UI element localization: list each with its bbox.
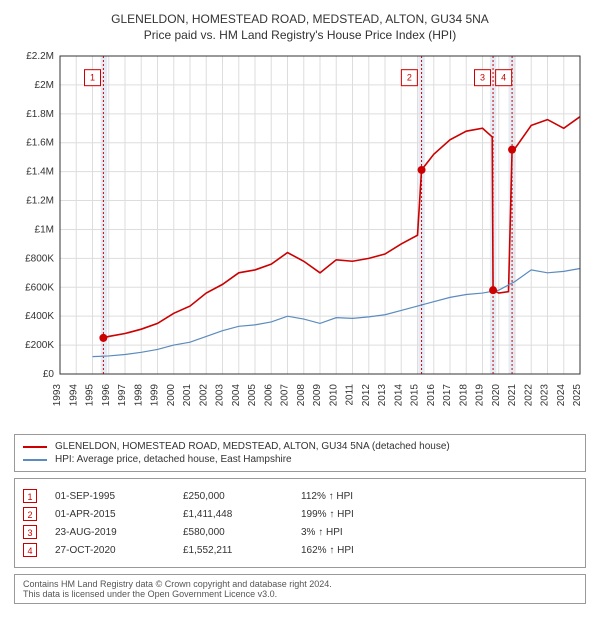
event-hpi: 3% ↑ HPI — [301, 527, 421, 538]
svg-text:2006: 2006 — [263, 384, 274, 407]
svg-text:£1.6M: £1.6M — [26, 138, 54, 149]
svg-text:£2.2M: £2.2M — [26, 51, 54, 62]
event-number: 2 — [23, 507, 37, 521]
svg-text:£1.2M: £1.2M — [26, 196, 54, 207]
svg-text:2016: 2016 — [426, 384, 437, 407]
svg-text:1993: 1993 — [52, 384, 63, 407]
svg-text:2003: 2003 — [215, 384, 226, 407]
svg-text:£0: £0 — [43, 369, 55, 380]
svg-text:£1.4M: £1.4M — [26, 167, 54, 178]
svg-text:1: 1 — [90, 73, 95, 83]
legend-item: GLENELDON, HOMESTEAD ROAD, MEDSTEAD, ALT… — [23, 441, 577, 452]
legend-swatch — [23, 446, 47, 448]
svg-text:2017: 2017 — [442, 384, 453, 407]
svg-text:2004: 2004 — [231, 384, 242, 407]
svg-text:2022: 2022 — [523, 384, 534, 407]
svg-text:2023: 2023 — [540, 384, 551, 407]
svg-text:2020: 2020 — [491, 384, 502, 407]
event-row: 2 01-APR-2015 £1,411,448 199% ↑ HPI — [23, 507, 577, 521]
event-date: 27-OCT-2020 — [55, 545, 165, 556]
svg-text:2021: 2021 — [507, 384, 518, 407]
svg-text:£1.8M: £1.8M — [26, 109, 54, 120]
footer-line2: This data is licensed under the Open Gov… — [23, 589, 577, 599]
svg-text:2008: 2008 — [296, 384, 307, 407]
svg-text:2012: 2012 — [361, 384, 372, 407]
svg-text:1997: 1997 — [117, 384, 128, 407]
event-date: 23-AUG-2019 — [55, 527, 165, 538]
svg-text:2013: 2013 — [377, 384, 388, 407]
svg-text:2001: 2001 — [182, 384, 193, 407]
svg-text:2024: 2024 — [556, 384, 567, 407]
svg-text:£2M: £2M — [35, 80, 54, 91]
svg-text:2014: 2014 — [393, 384, 404, 407]
svg-text:2010: 2010 — [328, 384, 339, 407]
svg-text:£1M: £1M — [35, 224, 54, 235]
events-table: 1 01-SEP-1995 £250,000 112% ↑ HPI 2 01-APR-20… — [14, 478, 586, 568]
event-row: 4 27-OCT-2020 £1,552,211 162% ↑ HPI — [23, 543, 577, 557]
svg-text:1994: 1994 — [68, 384, 79, 407]
event-date: 01-APR-2015 — [55, 509, 165, 520]
legend-item: HPI: Average price, detached house, East… — [23, 454, 577, 465]
event-price: £1,552,211 — [183, 545, 283, 556]
svg-text:2000: 2000 — [166, 384, 177, 407]
svg-text:2002: 2002 — [198, 384, 209, 407]
event-number: 1 — [23, 489, 37, 503]
svg-text:3: 3 — [480, 73, 485, 83]
svg-text:1998: 1998 — [133, 384, 144, 407]
legend: GLENELDON, HOMESTEAD ROAD, MEDSTEAD, ALT… — [14, 434, 586, 472]
svg-text:2005: 2005 — [247, 384, 258, 407]
event-hpi: 112% ↑ HPI — [301, 491, 421, 502]
svg-text:£600K: £600K — [25, 282, 54, 293]
event-number: 3 — [23, 525, 37, 539]
svg-text:1995: 1995 — [85, 384, 96, 407]
event-date: 01-SEP-1995 — [55, 491, 165, 502]
svg-text:£200K: £200K — [25, 340, 54, 351]
svg-text:2009: 2009 — [312, 384, 323, 407]
event-row: 3 23-AUG-2019 £580,000 3% ↑ HPI — [23, 525, 577, 539]
chart-title-line2: Price paid vs. HM Land Registry's House … — [14, 28, 586, 42]
svg-text:2018: 2018 — [458, 384, 469, 407]
legend-label: HPI: Average price, detached house, East… — [55, 454, 292, 465]
footer-line1: Contains HM Land Registry data © Crown c… — [23, 579, 577, 589]
svg-text:2025: 2025 — [572, 384, 583, 407]
attribution-footer: Contains HM Land Registry data © Crown c… — [14, 574, 586, 604]
legend-label: GLENELDON, HOMESTEAD ROAD, MEDSTEAD, ALT… — [55, 441, 450, 452]
event-hpi: 162% ↑ HPI — [301, 545, 421, 556]
svg-text:1999: 1999 — [150, 384, 161, 407]
event-price: £1,411,448 — [183, 509, 283, 520]
svg-text:4: 4 — [501, 73, 506, 83]
svg-text:£400K: £400K — [25, 311, 54, 322]
legend-swatch — [23, 459, 47, 461]
price-chart: £0 £200K £400K £600K £800K £1M £1.2M £1.4M £1.6M… — [14, 48, 586, 428]
event-price: £250,000 — [183, 491, 283, 502]
svg-text:2015: 2015 — [410, 384, 421, 407]
event-hpi: 199% ↑ HPI — [301, 509, 421, 520]
chart-title-line1: GLENELDON, HOMESTEAD ROAD, MEDSTEAD, ALT… — [14, 12, 586, 26]
event-price: £580,000 — [183, 527, 283, 538]
svg-text:2011: 2011 — [345, 384, 356, 406]
svg-text:2007: 2007 — [280, 384, 291, 407]
event-number: 4 — [23, 543, 37, 557]
svg-text:1996: 1996 — [101, 384, 112, 407]
svg-text:2019: 2019 — [475, 384, 486, 407]
svg-text:£800K: £800K — [25, 253, 54, 264]
svg-text:2: 2 — [407, 73, 412, 83]
event-row: 1 01-SEP-1995 £250,000 112% ↑ HPI — [23, 489, 577, 503]
